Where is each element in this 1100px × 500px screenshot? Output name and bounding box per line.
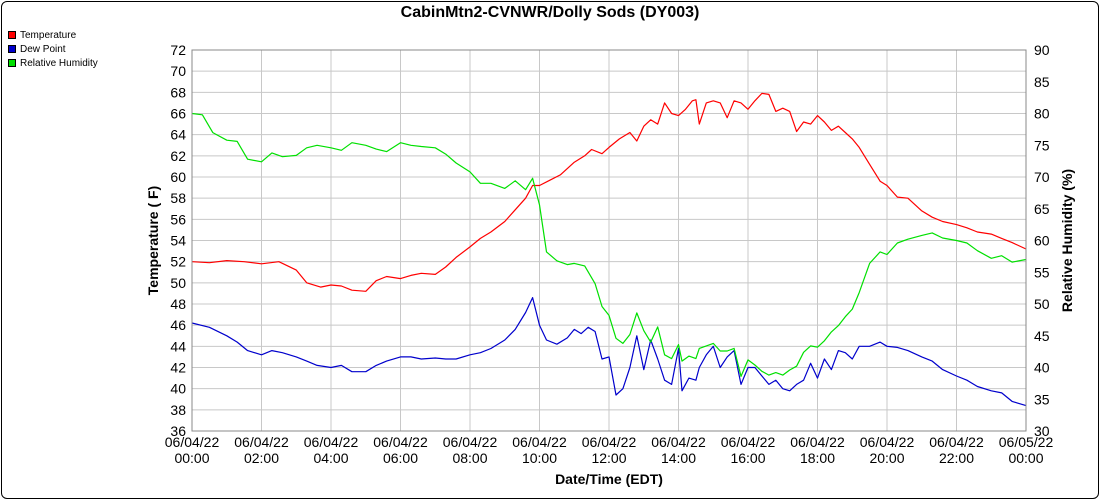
x-tick-time: 14:00	[661, 450, 696, 466]
x-tick-time: 04:00	[313, 450, 348, 466]
y2-tick-label: 90	[1034, 42, 1050, 58]
y2-tick-label: 55	[1034, 264, 1050, 280]
y-axis-title: Temperature ( F)	[145, 186, 161, 295]
x-tick-date: 06/04/22	[234, 434, 289, 450]
x-tick-date: 06/04/22	[651, 434, 706, 450]
x-tick-time: 22:00	[939, 450, 974, 466]
x-tick-time: 08:00	[452, 450, 487, 466]
x-tick-time: 00:00	[174, 450, 209, 466]
legend-label-temperature: Temperature	[20, 29, 77, 41]
y-tick-label: 64	[170, 127, 186, 143]
y2-tick-label: 40	[1034, 360, 1050, 376]
y-tick-label: 42	[170, 360, 186, 376]
x-tick-time: 00:00	[1008, 450, 1043, 466]
series-line-dew-point	[191, 297, 1027, 407]
x-tick-date: 06/04/22	[582, 434, 637, 450]
y2-tick-label: 45	[1034, 328, 1050, 344]
y-tick-label: 40	[170, 381, 186, 397]
series-line-temperature	[191, 92, 1027, 292]
y2-tick-label: 85	[1034, 74, 1050, 90]
chart-title: CabinMtn2-CVNWR/Dolly Sods (DY003)	[400, 4, 700, 21]
x-tick-time: 18:00	[800, 450, 835, 466]
y-tick-label: 54	[170, 233, 186, 249]
y2-tick-label: 30	[1034, 423, 1050, 439]
y-tick-label: 36	[170, 423, 186, 439]
legend-swatch-temperature	[8, 31, 16, 39]
x-tick-date: 06/04/22	[512, 434, 567, 450]
y2-axis-title: Relative Humidity (%)	[1059, 169, 1075, 312]
y-tick-label: 60	[170, 169, 186, 185]
y-tick-label: 70	[170, 63, 186, 79]
x-tick-date: 06/04/22	[790, 434, 845, 450]
y-tick-label: 68	[170, 84, 186, 100]
series-layer	[191, 92, 1027, 407]
y2-tick-label: 35	[1034, 391, 1050, 407]
ticks: 36 38 40 42 44 46 48 50 52 54 56 58 60 62 64 66 68 70 72 30…	[165, 42, 1054, 466]
x-tick-time: 10:00	[522, 450, 557, 466]
y-tick-label: 52	[170, 254, 186, 270]
x-tick-time: 12:00	[591, 450, 626, 466]
series-line-relative-humidity	[191, 112, 1027, 377]
y2-tick-label: 75	[1034, 137, 1050, 153]
y-tick-label: 72	[170, 42, 186, 58]
legend-item-relative-humidity: Relative Humidity	[8, 56, 98, 70]
legend-swatch-dew-point	[8, 45, 16, 53]
x-tick-date: 06/04/22	[721, 434, 776, 450]
y2-tick-label: 65	[1034, 201, 1050, 217]
legend-label-dew-point: Dew Point	[20, 43, 66, 55]
y2-tick-label: 60	[1034, 233, 1050, 249]
y2-tick-label: 50	[1034, 296, 1050, 312]
legend-swatch-relative-humidity	[8, 59, 16, 67]
x-tick-time: 02:00	[244, 450, 279, 466]
y-tick-label: 62	[170, 148, 186, 164]
y-tick-label: 56	[170, 211, 186, 227]
x-tick-date: 06/04/22	[860, 434, 915, 450]
y2-tick-label: 80	[1034, 106, 1050, 122]
x-tick-date: 06/04/22	[165, 434, 220, 450]
y-tick-label: 58	[170, 190, 186, 206]
x-tick-time: 06:00	[383, 450, 418, 466]
y-tick-label: 44	[170, 338, 186, 354]
grid	[191, 49, 1027, 432]
legend-item-dew-point: Dew Point	[8, 42, 98, 56]
x-tick-date: 06/04/22	[443, 434, 498, 450]
x-tick-date: 06/04/22	[304, 434, 359, 450]
y-tick-label: 66	[170, 106, 186, 122]
x-tick-time: 16:00	[730, 450, 765, 466]
plot-border	[191, 49, 1027, 432]
y-tick-label: 50	[170, 275, 186, 291]
legend-item-temperature: Temperature	[8, 28, 98, 42]
y-tick-label: 46	[170, 317, 186, 333]
legend-label-relative-humidity: Relative Humidity	[20, 57, 98, 69]
y-tick-label: 38	[170, 402, 186, 418]
x-tick-date: 06/05/22	[999, 434, 1054, 450]
x-tick-date: 06/04/22	[929, 434, 984, 450]
y-tick-label: 48	[170, 296, 186, 312]
legend: Temperature Dew Point Relative Humidity	[8, 28, 98, 70]
x-tick-time: 20:00	[869, 450, 904, 466]
x-axis-title: Date/Time (EDT)	[555, 471, 663, 487]
x-tick-date: 06/04/22	[373, 434, 428, 450]
y2-tick-label: 70	[1034, 169, 1050, 185]
